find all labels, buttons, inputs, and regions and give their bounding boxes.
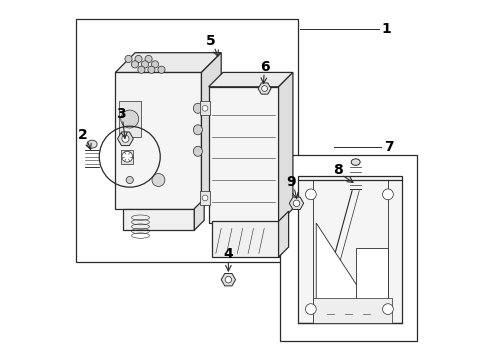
Polygon shape [122, 209, 194, 230]
Circle shape [141, 61, 148, 68]
Circle shape [305, 304, 316, 315]
Text: 2: 2 [78, 128, 87, 142]
Circle shape [224, 276, 231, 283]
Polygon shape [278, 72, 292, 223]
Circle shape [202, 195, 207, 201]
Bar [199, 191, 210, 205]
Ellipse shape [193, 103, 202, 113]
Ellipse shape [350, 159, 360, 165]
Polygon shape [117, 132, 133, 145]
Circle shape [122, 135, 129, 142]
Polygon shape [278, 211, 288, 257]
Text: 3: 3 [116, 107, 125, 121]
Bar [199, 101, 210, 116]
Circle shape [144, 55, 152, 63]
Circle shape [202, 105, 207, 111]
Text: 7: 7 [383, 140, 392, 154]
Bar [121, 149, 133, 164]
Circle shape [382, 189, 392, 200]
Ellipse shape [193, 146, 202, 156]
Circle shape [152, 174, 164, 186]
Text: 6: 6 [260, 60, 269, 74]
Text: 8: 8 [332, 163, 342, 177]
Bar [76, 19, 298, 262]
Polygon shape [258, 83, 270, 94]
Bar [280, 155, 416, 341]
Circle shape [293, 200, 299, 207]
Bar [212, 221, 278, 257]
Bar [355, 248, 387, 306]
Circle shape [151, 61, 158, 68]
Bar [312, 298, 391, 323]
Polygon shape [316, 223, 369, 306]
Ellipse shape [193, 125, 202, 135]
Circle shape [131, 61, 138, 68]
Text: 4: 4 [223, 247, 233, 261]
Ellipse shape [87, 140, 97, 148]
Circle shape [126, 176, 133, 184]
Circle shape [158, 66, 165, 73]
Polygon shape [201, 53, 221, 209]
Bar [119, 101, 140, 137]
Bar [298, 176, 402, 323]
Circle shape [261, 86, 267, 91]
Circle shape [138, 66, 144, 73]
Circle shape [135, 55, 142, 63]
Polygon shape [208, 72, 292, 87]
Polygon shape [289, 197, 303, 210]
Polygon shape [115, 53, 221, 72]
Text: 9: 9 [285, 175, 295, 189]
Bar [115, 72, 201, 209]
Bar [208, 87, 278, 223]
Circle shape [382, 304, 392, 315]
Circle shape [122, 151, 132, 162]
Polygon shape [221, 274, 235, 286]
Polygon shape [194, 199, 203, 230]
Circle shape [124, 55, 132, 63]
Circle shape [147, 66, 155, 73]
Circle shape [305, 189, 316, 200]
Circle shape [121, 110, 139, 128]
Text: 1: 1 [381, 22, 390, 36]
Text: 5: 5 [205, 34, 215, 48]
